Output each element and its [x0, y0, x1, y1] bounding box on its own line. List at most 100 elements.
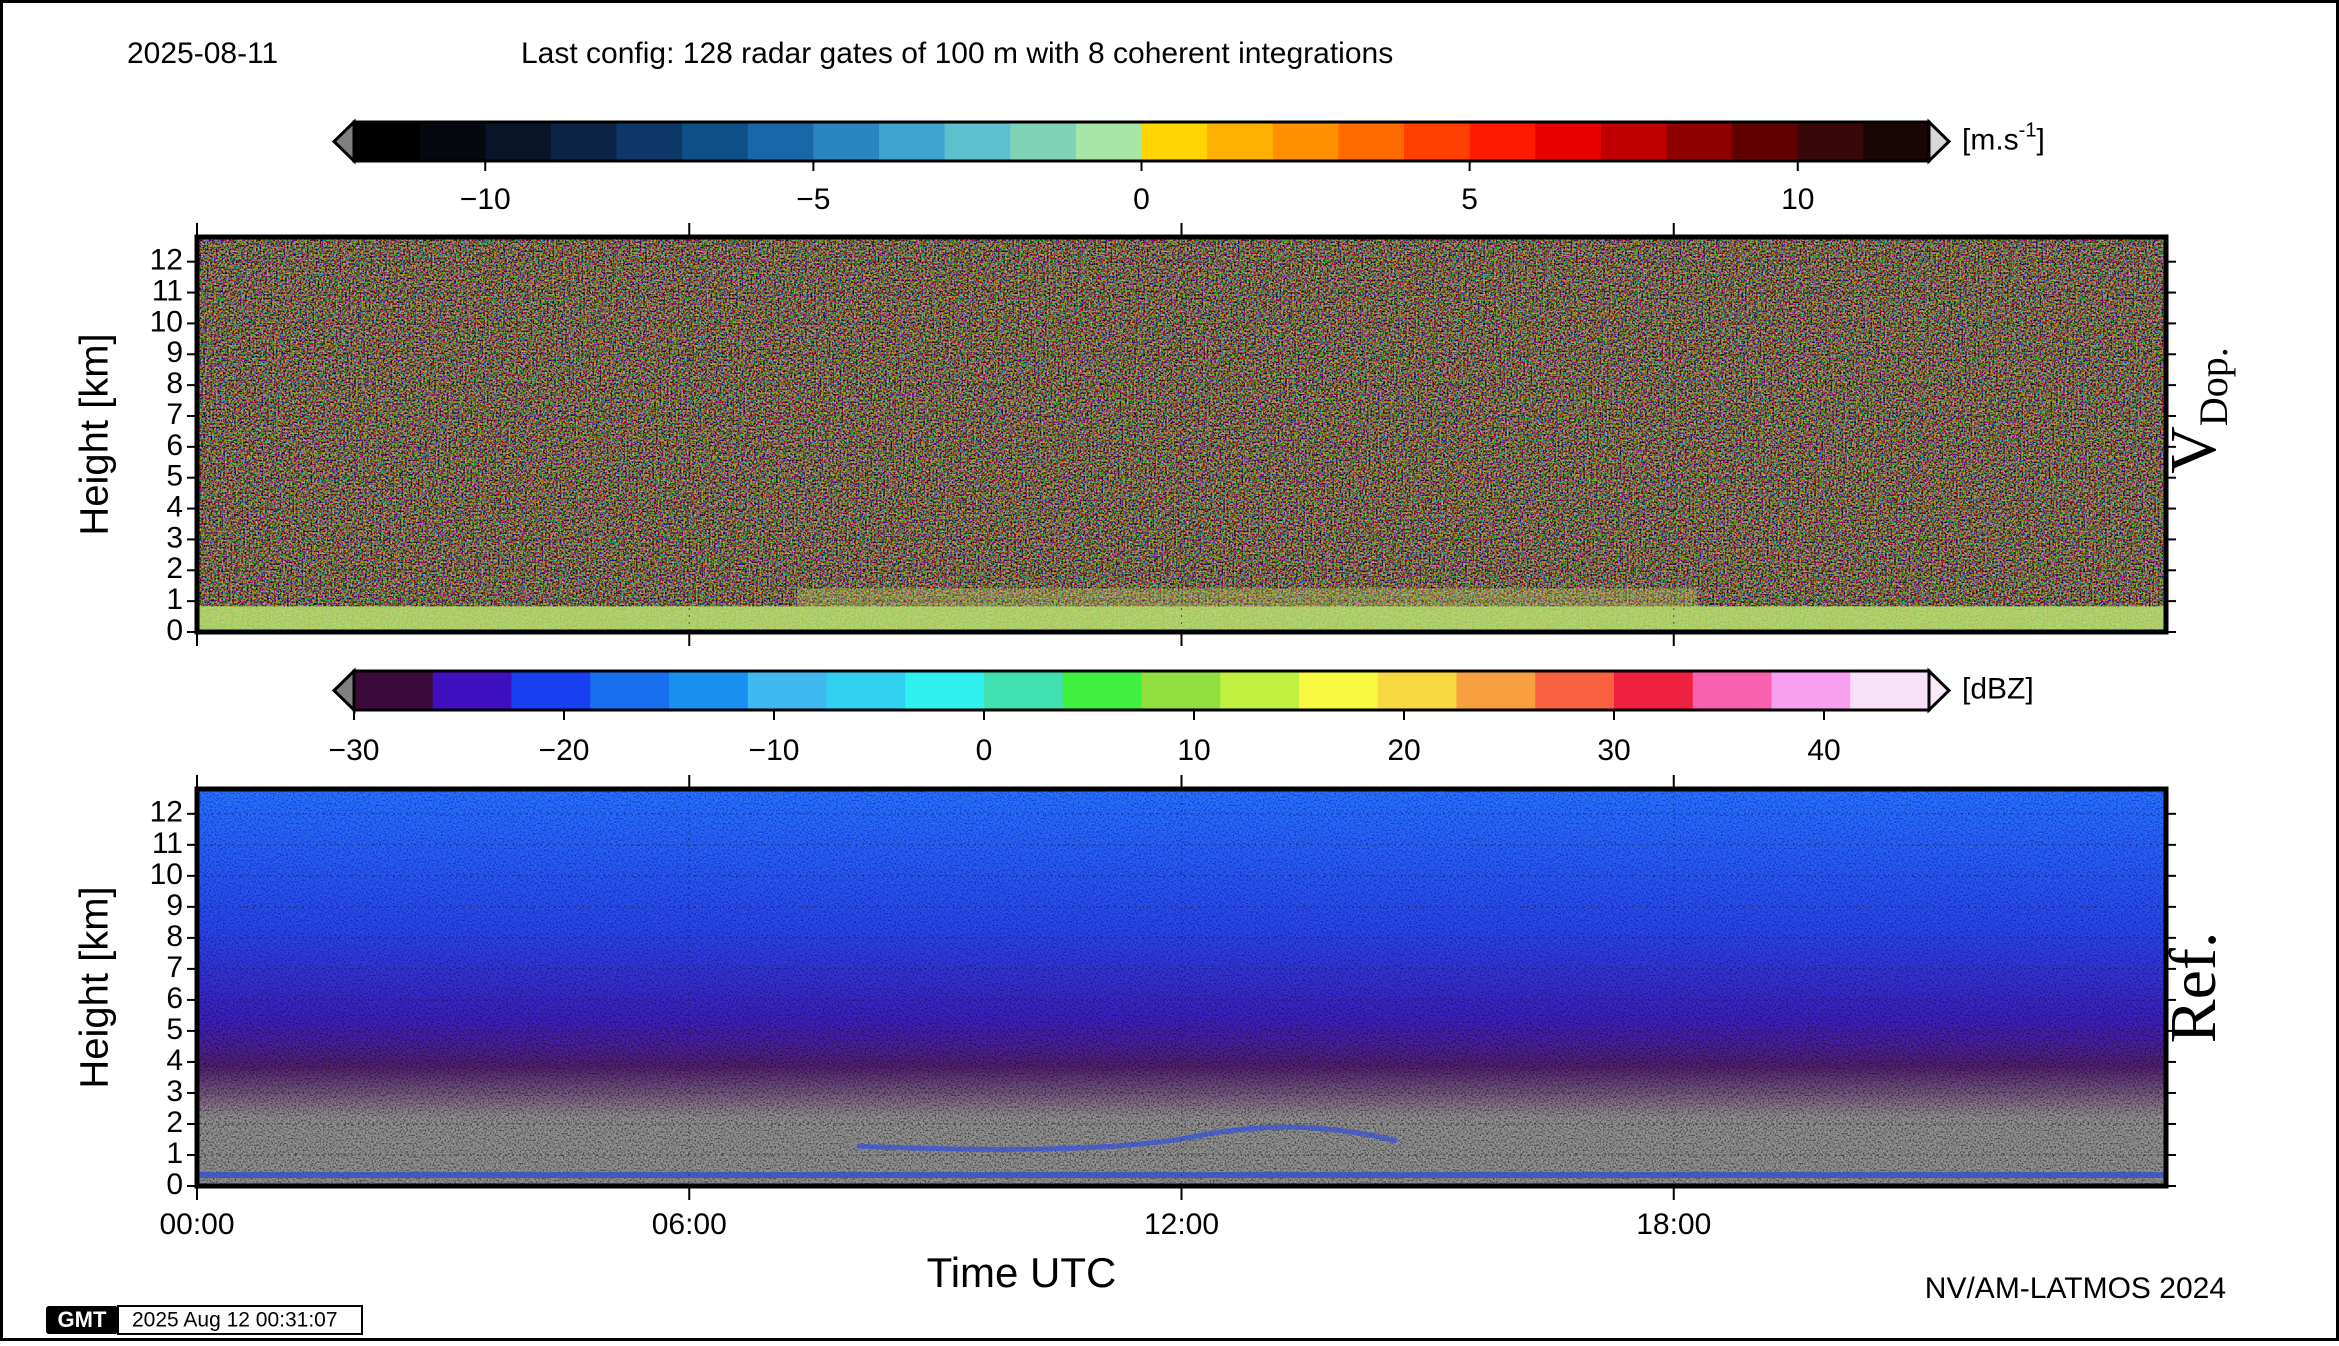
colorbar-unit: [m.s-1] [1962, 120, 2045, 157]
colorbar-segment [511, 671, 591, 710]
colorbar-segment [1535, 122, 1602, 161]
colorbar-segment [1338, 122, 1405, 161]
y-axis-label: Height [km] [73, 886, 117, 1088]
y-tick-label: 11 [152, 827, 183, 860]
x-tick-label: 12:00 [1144, 1208, 1219, 1241]
colorbar-tick-label: −20 [539, 734, 590, 767]
colorbar-segment [1771, 671, 1851, 710]
y-tick-label: 3 [166, 1075, 183, 1108]
colorbar-segment [826, 671, 906, 710]
colorbar-segment [1614, 671, 1694, 710]
colorbar-segment [354, 671, 434, 710]
timestamp-box [117, 1305, 363, 1335]
colorbar-tick-label: 0 [976, 734, 993, 767]
logo: GMT [58, 1307, 107, 1332]
colorbar-segment [432, 671, 512, 710]
y-tick-label: 6 [166, 982, 183, 1015]
y-axis-label: Height [km] [73, 333, 117, 535]
y-tick-label: 10 [150, 305, 183, 338]
colorbar-segment [419, 122, 486, 161]
colorbar-segment [669, 671, 749, 710]
colorbar-tick-label: 30 [1597, 734, 1630, 767]
colorbar-tick-label: −10 [749, 734, 800, 767]
colorbar-tick-label: 10 [1177, 734, 1210, 767]
colorbar-unit-end: ] [2036, 123, 2044, 156]
colorbar-segment [616, 122, 683, 161]
y-tick-label: 7 [166, 398, 183, 431]
colorbar-segment [1062, 671, 1142, 710]
colorbar-segment [1692, 671, 1772, 710]
y-tick-label: 4 [166, 490, 183, 523]
x-tick-label: 00:00 [159, 1208, 234, 1241]
colorbar-segment [1404, 122, 1471, 161]
colorbar-tick-label: 20 [1387, 734, 1420, 767]
colorbar-segment [1456, 671, 1536, 710]
colorbar-segment [944, 122, 1011, 161]
y-tick-label: 9 [166, 336, 183, 369]
colorbar-tick-label: 10 [1781, 183, 1814, 216]
colorbar-segment [590, 671, 670, 710]
y-tick-label: 2 [166, 552, 183, 585]
y-tick-label: 4 [166, 1044, 183, 1077]
colorbar-unit: [dBZ] [1962, 672, 2034, 705]
colorbar-unit-text: [dBZ] [1962, 672, 2034, 705]
colorbar-segment [813, 122, 880, 161]
colorbar-segment [550, 122, 617, 161]
y-tick-label: 0 [166, 1168, 183, 1201]
y-tick-label: 5 [166, 460, 183, 493]
colorbar-segment [747, 671, 827, 710]
colorbar-segment [1010, 122, 1077, 161]
y-tick-label: 3 [166, 521, 183, 554]
timestamp: 2025 Aug 12 00:31:07 [132, 1309, 338, 1332]
y-tick-label: 8 [166, 920, 183, 953]
colorbar-segment [905, 671, 985, 710]
y-tick-label: 5 [166, 1013, 183, 1046]
y-tick-label: 6 [166, 429, 183, 462]
colorbar-segment [1141, 122, 1208, 161]
colorbar-segment [1535, 671, 1615, 710]
colorbar-segment [1863, 122, 1930, 161]
colorbar-segment [1272, 122, 1339, 161]
colorbar-unit-sup: -1 [2019, 120, 2037, 142]
y-tick-label: 1 [166, 1137, 183, 1170]
colorbar-segment [747, 122, 814, 161]
y-tick-label: 11 [152, 274, 183, 307]
title: Last config: 128 radar gates of 100 m wi… [521, 37, 1393, 70]
y-tick-label: 10 [150, 858, 183, 891]
colorbar-segment [1220, 671, 1300, 710]
colorbar-segment [682, 122, 749, 161]
y-tick-label: 12 [150, 796, 183, 829]
y-tick-label: 2 [166, 1106, 183, 1139]
colorbar-segment [1666, 122, 1733, 161]
panel-label-main: V [2157, 426, 2230, 474]
x-tick-label: 18:00 [1636, 1208, 1711, 1241]
credit: NV/AM-LATMOS 2024 [1925, 1272, 2226, 1305]
y-tick-label: 12 [150, 244, 183, 277]
date: 2025-08-11 [127, 37, 278, 70]
panel-label: VDop. [2157, 347, 2236, 474]
colorbar-segment [879, 122, 946, 161]
colorbar-segment [1141, 671, 1221, 710]
colorbar-tick-label: 40 [1807, 734, 1840, 767]
colorbar-segment [1469, 122, 1536, 161]
colorbar-segment [1732, 122, 1799, 161]
colorbar-tick-label: −10 [460, 183, 511, 216]
colorbar-segment [1075, 122, 1142, 161]
colorbar-segment [1207, 122, 1274, 161]
panel-label-main: Ref. [2157, 932, 2230, 1044]
y-tick-label: 8 [166, 367, 183, 400]
colorbar-tick-label: 0 [1133, 183, 1150, 216]
colorbar-unit-text: [m.s [1962, 123, 2019, 156]
colorbar-tick-label: 5 [1461, 183, 1478, 216]
colorbar-segment [1299, 671, 1379, 710]
heatmap-low-layer [197, 606, 2166, 632]
colorbar-segment [984, 671, 1064, 710]
y-tick-label: 7 [166, 951, 183, 984]
colorbar-frame [352, 669, 1931, 712]
x-axis-label: Time UTC [927, 1249, 1117, 1296]
heatmap-feature [856, 1124, 1398, 1152]
y-tick-label: 1 [166, 583, 183, 616]
